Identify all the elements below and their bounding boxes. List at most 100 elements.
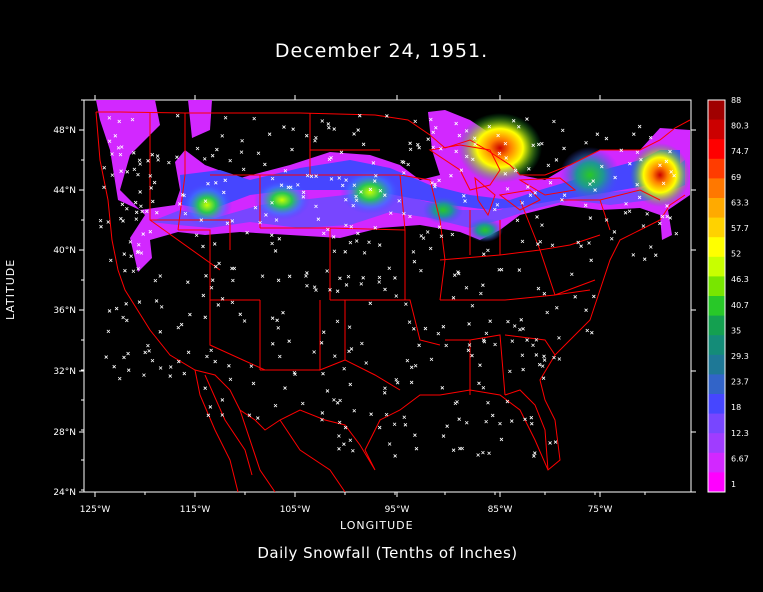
colorbar-label: 52	[731, 250, 741, 259]
colorbar-swatch	[708, 198, 725, 219]
station-marker	[125, 206, 129, 211]
station-marker	[579, 244, 583, 248]
station-marker	[612, 230, 617, 234]
station-marker	[180, 193, 185, 197]
station-marker	[213, 359, 217, 364]
station-marker	[154, 299, 159, 303]
station-marker	[342, 366, 346, 371]
station-marker	[470, 303, 475, 308]
station-marker	[590, 330, 594, 335]
station-marker	[129, 254, 133, 258]
station-marker	[203, 386, 207, 390]
station-marker	[223, 115, 228, 120]
station-marker	[512, 324, 517, 328]
station-marker	[321, 371, 325, 376]
colorbar-label: 12.3	[731, 429, 749, 438]
station-marker	[588, 182, 592, 186]
longitude-tick-label: 105°W	[280, 505, 311, 515]
station-marker	[348, 382, 353, 387]
station-marker	[526, 185, 530, 189]
station-marker	[486, 400, 490, 405]
station-marker	[392, 422, 397, 427]
station-marker	[454, 149, 458, 154]
station-marker	[221, 190, 226, 195]
colorbar-swatch	[708, 237, 725, 258]
station-marker	[393, 454, 397, 458]
station-marker	[441, 434, 446, 438]
colorbar-swatch	[708, 374, 725, 395]
station-marker	[487, 451, 491, 456]
station-marker	[385, 114, 389, 118]
station-marker	[624, 201, 628, 206]
station-marker	[290, 147, 294, 152]
station-marker	[314, 204, 318, 209]
station-marker	[413, 433, 417, 437]
station-marker	[304, 274, 308, 278]
station-marker	[473, 142, 477, 147]
station-marker	[251, 381, 256, 386]
station-marker	[444, 343, 448, 348]
station-marker	[394, 294, 399, 298]
station-marker	[503, 141, 508, 146]
colorbar-label: 88	[731, 96, 741, 105]
station-marker	[131, 151, 136, 155]
station-marker	[428, 246, 433, 251]
station-marker	[509, 419, 514, 423]
station-marker	[122, 252, 127, 256]
station-marker	[406, 162, 410, 167]
station-marker	[360, 341, 364, 346]
station-marker	[637, 124, 642, 129]
station-marker	[429, 357, 434, 362]
station-marker	[464, 285, 469, 290]
station-marker	[413, 119, 418, 124]
station-marker	[327, 157, 332, 162]
station-marker	[121, 315, 125, 320]
station-marker	[214, 264, 218, 269]
station-marker	[186, 280, 190, 284]
station-marker	[645, 212, 649, 216]
station-marker	[119, 216, 123, 221]
station-marker	[314, 135, 318, 140]
station-marker	[470, 353, 474, 358]
station-marker	[155, 154, 160, 158]
station-marker	[402, 415, 407, 420]
station-marker	[454, 121, 458, 126]
station-marker	[665, 214, 669, 219]
station-marker	[387, 266, 392, 271]
station-marker	[364, 361, 368, 365]
station-marker	[104, 355, 108, 359]
station-marker	[504, 156, 508, 160]
station-marker	[658, 163, 662, 168]
station-marker	[402, 171, 406, 175]
colorbar-label: 35	[731, 326, 741, 335]
station-marker	[377, 280, 381, 284]
colorbar-label: 6.67	[731, 454, 749, 463]
station-marker	[408, 214, 412, 219]
station-marker	[195, 146, 200, 151]
station-marker	[347, 325, 352, 329]
colorbar-label: 57.7	[731, 224, 749, 233]
station-marker	[414, 446, 419, 451]
station-marker	[541, 376, 546, 380]
station-marker	[520, 353, 525, 358]
station-marker	[361, 142, 366, 147]
station-marker	[340, 183, 345, 188]
station-marker	[320, 119, 325, 123]
station-marker	[316, 217, 321, 221]
station-marker	[441, 324, 446, 329]
station-marker	[387, 442, 392, 446]
station-marker	[528, 193, 533, 197]
colorbar-swatch	[708, 276, 725, 297]
station-marker	[587, 241, 591, 245]
station-marker	[382, 391, 387, 395]
station-marker	[417, 145, 421, 150]
station-marker	[158, 366, 163, 370]
station-marker	[588, 216, 593, 220]
station-marker	[532, 454, 536, 458]
station-marker	[354, 239, 359, 243]
station-marker	[344, 283, 349, 287]
station-marker	[216, 303, 221, 307]
latitude-tick-label: 24°N	[53, 488, 76, 498]
station-marker	[194, 233, 199, 238]
station-marker	[513, 168, 518, 173]
